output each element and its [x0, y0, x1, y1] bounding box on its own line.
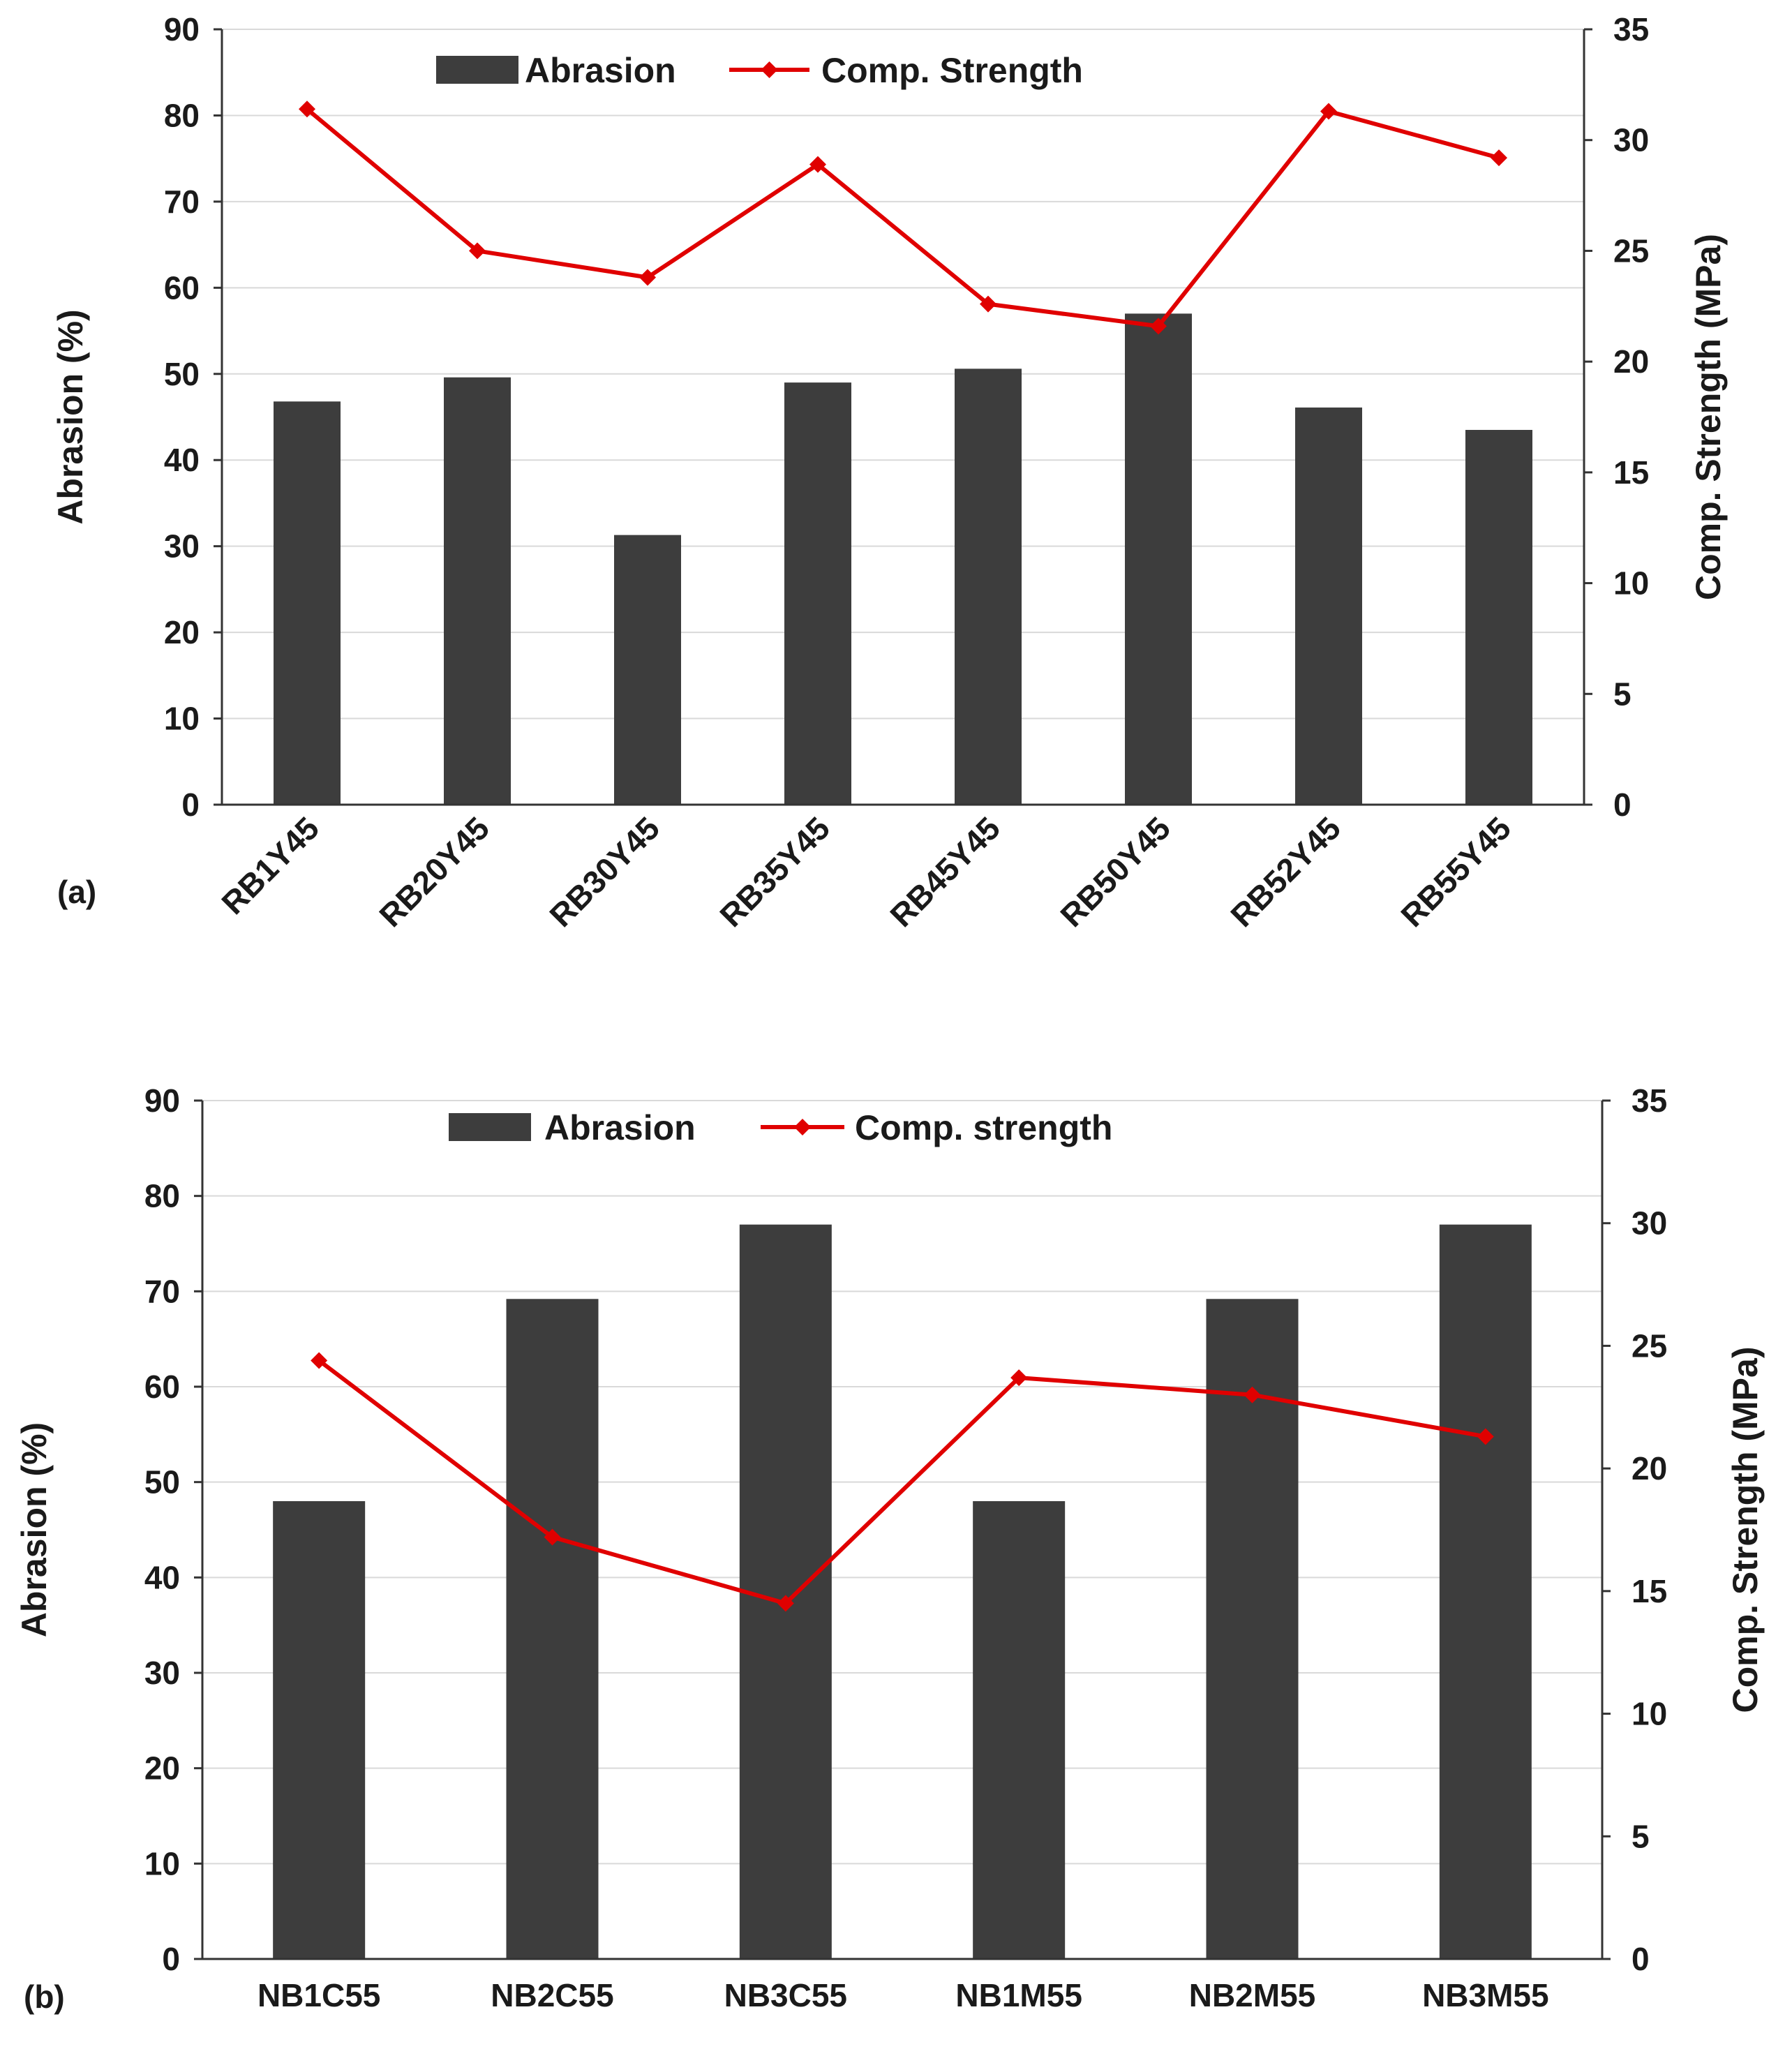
- x-tick-label: RB45Y45: [883, 810, 1007, 934]
- bar-abrasion-nb1c55: [273, 1501, 366, 1959]
- legend-swatch-abrasion: [436, 56, 518, 84]
- right-tick-label: 20: [1613, 343, 1649, 380]
- point-comp-strength-rb50y45: [1150, 318, 1167, 335]
- point-comp-strength-rb1y45: [299, 100, 315, 118]
- right-tick-label: 5: [1632, 1818, 1650, 1854]
- left-tick-label: 10: [144, 1845, 180, 1882]
- legend-label-comp-strength: Comp. Strength: [821, 51, 1083, 90]
- left-tick-label: 50: [164, 356, 200, 392]
- right-axis-title: Comp. Strength (MPa): [1726, 1347, 1765, 1713]
- left-tick-label: 20: [164, 614, 200, 650]
- legend-swatch-abrasion: [449, 1113, 531, 1141]
- bar-abrasion-nb1m55: [973, 1501, 1066, 1959]
- x-tick-label: NB1C55: [257, 1977, 380, 2013]
- point-comp-strength-nb3c55: [777, 1595, 794, 1612]
- line-comp-strength: [306, 107, 1500, 329]
- right-tick-label: 5: [1613, 676, 1632, 712]
- bar-abrasion-rb30y45: [614, 535, 681, 805]
- panel-label: (b): [24, 1979, 65, 2015]
- x-tick-label: RB50Y45: [1053, 810, 1177, 934]
- point-comp-strength-nb3m55: [1477, 1428, 1494, 1445]
- legend-label-abrasion: Abrasion: [544, 1108, 696, 1147]
- left-tick-label: 60: [164, 269, 200, 306]
- point-comp-strength-rb20y45: [469, 242, 486, 260]
- left-tick-label: 90: [164, 11, 200, 47]
- point-comp-strength-nb2m55: [1244, 1386, 1261, 1403]
- bar-abrasion-nb3m55: [1439, 1224, 1532, 1959]
- point-comp-strength-nb1m55: [1010, 1369, 1028, 1387]
- right-tick-label: 35: [1613, 11, 1649, 47]
- legend-label-comp-strength: Comp. strength: [855, 1108, 1112, 1147]
- right-tick-label: 25: [1613, 232, 1649, 269]
- left-tick-label: 20: [144, 1750, 180, 1787]
- point-comp-strength-rb35y45: [809, 156, 826, 173]
- x-tick-label: RB30Y45: [542, 810, 666, 934]
- left-tick-label: 0: [181, 787, 200, 823]
- point-comp-strength-nb1c55: [311, 1352, 328, 1369]
- point-comp-strength-rb30y45: [639, 269, 656, 286]
- bar-abrasion-nb2m55: [1206, 1299, 1299, 1959]
- x-tick-label: NB3M55: [1422, 1977, 1549, 2013]
- point-comp-strength-rb55y45: [1491, 149, 1507, 167]
- right-tick-label: 20: [1632, 1450, 1667, 1487]
- right-tick-label: 25: [1632, 1327, 1667, 1364]
- x-tick-label: NB2M55: [1189, 1977, 1316, 2013]
- right-tick-label: 10: [1632, 1696, 1667, 1732]
- left-tick-label: 40: [144, 1559, 180, 1595]
- left-tick-label: 80: [144, 1178, 180, 1214]
- bar-abrasion-rb55y45: [1465, 430, 1532, 805]
- x-tick-label: RB20Y45: [372, 810, 496, 934]
- bar-abrasion-rb50y45: [1125, 313, 1192, 805]
- point-comp-strength-rb52y45: [1320, 103, 1337, 120]
- bar-abrasion-rb20y45: [444, 377, 511, 805]
- left-tick-label: 60: [144, 1369, 180, 1405]
- left-tick-label: 50: [144, 1464, 180, 1500]
- x-tick-label: RB52Y45: [1223, 810, 1347, 934]
- point-comp-strength-rb45y45: [980, 295, 996, 313]
- left-axis-title: Abrasion (%): [51, 309, 90, 524]
- x-tick-label: RB1Y45: [214, 810, 326, 921]
- right-tick-label: 35: [1632, 1082, 1667, 1119]
- legend-label-abrasion: Abrasion: [525, 51, 676, 90]
- x-tick-label: RB35Y45: [712, 810, 837, 934]
- right-axis-title: Comp. Strength (MPa): [1689, 234, 1728, 600]
- left-tick-label: 30: [144, 1655, 180, 1691]
- bar-abrasion-rb52y45: [1295, 407, 1362, 805]
- point-comp-strength-nb2c55: [544, 1528, 561, 1546]
- right-tick-label: 10: [1613, 565, 1649, 602]
- left-tick-label: 70: [144, 1273, 180, 1309]
- left-tick-label: 80: [164, 97, 200, 133]
- bar-abrasion-rb35y45: [784, 382, 851, 805]
- right-tick-label: 15: [1632, 1573, 1667, 1609]
- panel-label: (a): [57, 874, 96, 910]
- x-tick-label: NB2C55: [491, 1977, 613, 2013]
- legend-marker-diamond: [794, 1119, 811, 1135]
- bar-abrasion-rb45y45: [955, 368, 1022, 805]
- legend-marker-diamond: [761, 61, 778, 78]
- left-tick-label: 90: [144, 1082, 180, 1119]
- chart-panel-a: 0 10 20 30 40 50 60 70 80 90 0 5 10 15 20 25 30 35 RB1Y45 R…: [51, 11, 1728, 934]
- bar-abrasion-nb3c55: [739, 1224, 832, 1959]
- right-tick-label: 0: [1613, 787, 1632, 823]
- right-tick-label: 15: [1613, 454, 1649, 491]
- right-tick-label: 30: [1632, 1205, 1667, 1242]
- x-tick-label: RB55Y45: [1394, 810, 1518, 934]
- left-tick-label: 10: [164, 701, 200, 737]
- left-tick-label: 0: [162, 1941, 180, 1977]
- left-axis-title: Abrasion (%): [15, 1422, 54, 1637]
- x-tick-label: NB1M55: [955, 1977, 1082, 2013]
- right-tick-label: 30: [1613, 122, 1649, 158]
- x-tick-label: NB3C55: [724, 1977, 847, 2013]
- bar-abrasion-nb2c55: [506, 1299, 599, 1959]
- left-tick-label: 30: [164, 528, 200, 565]
- left-tick-label: 40: [164, 442, 200, 478]
- right-tick-label: 0: [1632, 1941, 1650, 1977]
- left-tick-label: 70: [164, 184, 200, 220]
- bar-abrasion-rb1y45: [274, 401, 341, 805]
- line-comp-strength: [318, 1359, 1486, 1606]
- chart-panel-b: 0 10 20 30 40 50 60 70 80 90 0 5 10 15 20 25 30 35 NB1C55 N…: [15, 1082, 1765, 2015]
